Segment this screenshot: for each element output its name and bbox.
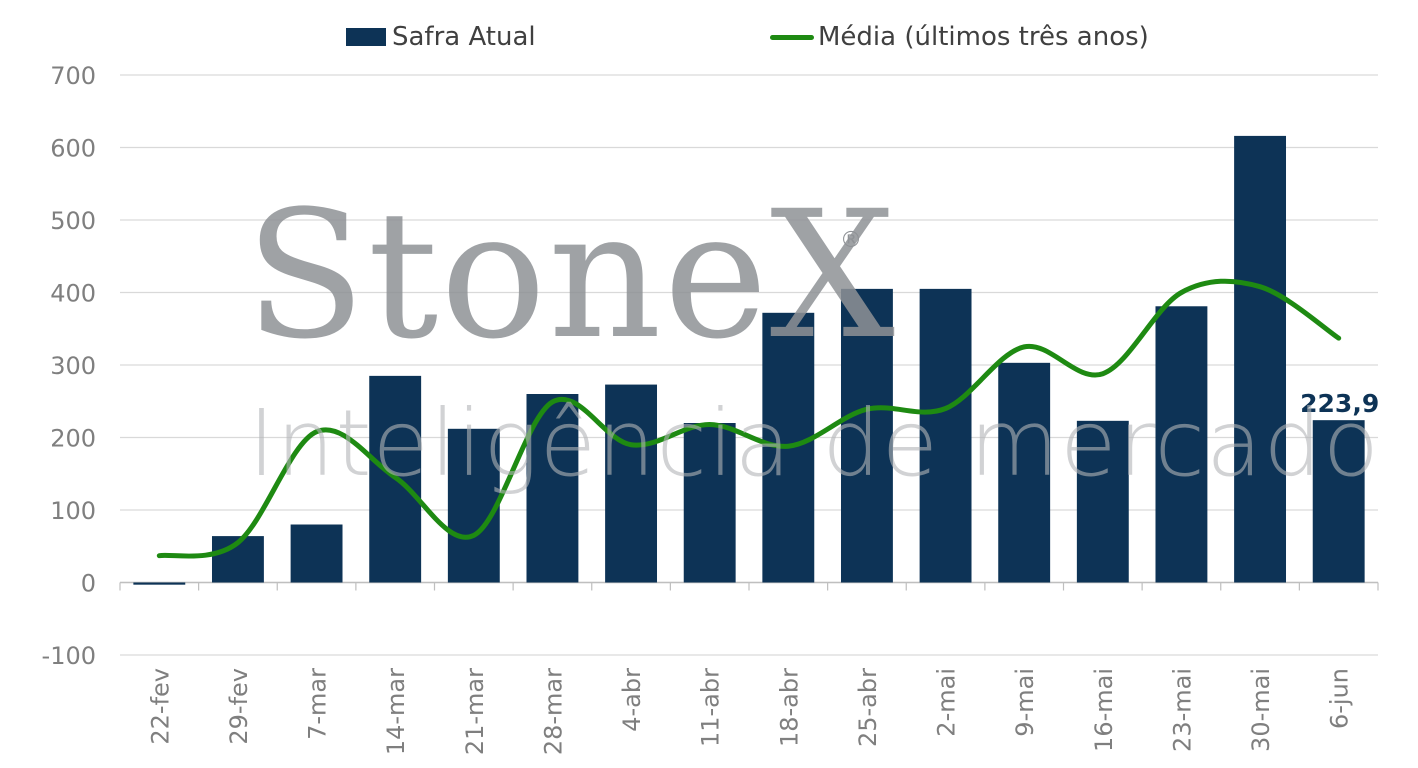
bar xyxy=(290,524,343,583)
x-tick-label: 30-mai xyxy=(1247,668,1275,752)
x-tick-label: 9-mai xyxy=(1011,668,1039,737)
bar xyxy=(133,582,186,585)
y-tick-label: 0 xyxy=(81,570,96,598)
x-tick-label: 22-fev xyxy=(146,668,174,745)
y-tick-label: 600 xyxy=(50,135,96,163)
x-tick-label: 2-mai xyxy=(933,668,961,737)
bar xyxy=(1234,135,1287,583)
y-tick-label: 100 xyxy=(50,497,96,525)
x-tick-label: 14-mar xyxy=(382,668,410,755)
y-tick-label: 700 xyxy=(50,62,96,90)
bar xyxy=(919,288,972,583)
bar xyxy=(998,362,1051,583)
bar xyxy=(840,288,893,583)
x-tick-label: 11-abr xyxy=(697,668,725,747)
x-tick-label: 6-jun xyxy=(1326,668,1354,729)
x-tick-label: 16-mai xyxy=(1090,668,1118,752)
x-tick-label: 25-abr xyxy=(854,668,882,747)
y-tick-label: 400 xyxy=(50,280,96,308)
legend-line-label: Média (últimos três anos) xyxy=(818,22,1149,52)
bar xyxy=(1155,306,1208,583)
x-tick-label: 7-mar xyxy=(304,668,332,740)
bar xyxy=(605,384,658,583)
data-label: 223,9 xyxy=(1300,389,1379,418)
legend-item-line: Média (últimos três anos) xyxy=(770,22,1149,52)
chart-legend: Safra Atual Média (últimos três anos) xyxy=(0,22,1418,62)
x-tick-label: 21-mar xyxy=(461,668,489,755)
legend-swatch-line xyxy=(770,34,814,40)
y-tick-label: 200 xyxy=(50,425,96,453)
bar xyxy=(1312,420,1365,583)
series-line-media xyxy=(156,278,1342,559)
x-tick-label: 29-fev xyxy=(225,668,253,745)
y-tick-label: -100 xyxy=(42,642,96,670)
bar xyxy=(683,423,736,583)
y-tick-label: 500 xyxy=(50,207,96,235)
legend-item-bar: Safra Atual xyxy=(346,22,536,52)
x-tick-label: 18-abr xyxy=(775,668,803,747)
bar xyxy=(1076,420,1129,583)
y-tick-label: 300 xyxy=(50,352,96,380)
bar xyxy=(447,428,500,583)
x-tick-label: 23-mai xyxy=(1168,668,1196,752)
legend-swatch-bar xyxy=(346,28,386,46)
x-tick-label: 4-abr xyxy=(618,668,646,732)
legend-bar-label: Safra Atual xyxy=(392,22,536,52)
x-tick-label: 28-mar xyxy=(539,668,567,755)
